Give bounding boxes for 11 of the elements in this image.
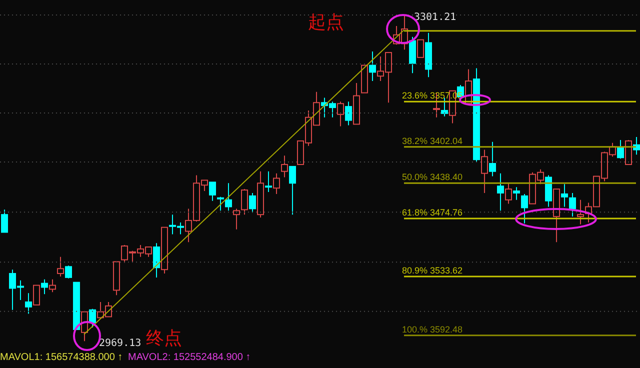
annotation: 80.9% 3533.62 <box>402 265 463 276</box>
annotation: 2969.13 <box>99 338 142 350</box>
annotation: 50.0% 3438.40 <box>402 172 463 182</box>
annotation: 61.8% 3474.76 <box>402 208 463 218</box>
annotation: 100.% 3592.48 <box>402 324 463 334</box>
text: MAVOL2: 152552484.900 ↑ <box>128 352 251 363</box>
annotation: 38.2% 3402.04 <box>402 136 463 146</box>
annotation: 起点 <box>308 12 344 33</box>
annotation: 3301.21 <box>414 12 456 24</box>
text: MAVOL1: 156574388.000 ↑ <box>0 352 123 363</box>
annotation: 终点 <box>146 328 182 349</box>
